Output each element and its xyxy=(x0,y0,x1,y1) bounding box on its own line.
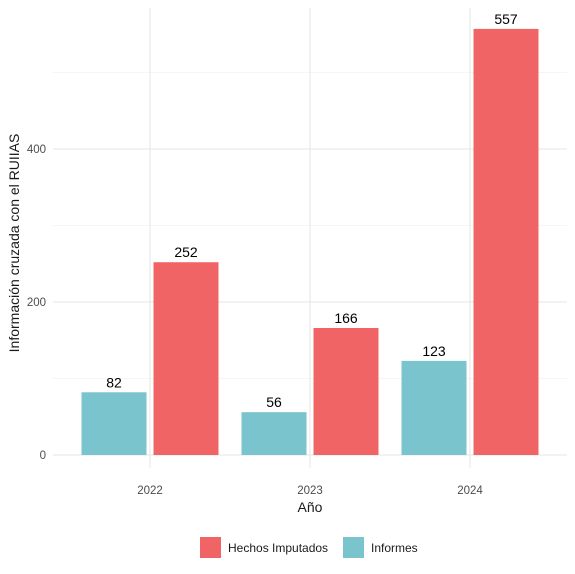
legend-label: Hechos Imputados xyxy=(228,541,328,555)
y-tick-label: 0 xyxy=(40,450,46,462)
data-label: 56 xyxy=(266,394,282,410)
legend-label: Informes xyxy=(371,541,418,555)
legend: Hechos Imputados Informes xyxy=(200,537,418,558)
bars xyxy=(81,28,539,456)
legend-swatch xyxy=(343,537,364,558)
legend-swatch xyxy=(200,537,221,558)
bar-hechos-imputados-2024 xyxy=(473,28,539,456)
x-axis-title: Año xyxy=(298,499,323,515)
bar-informes-2022 xyxy=(81,392,147,455)
bar-hechos-imputados-2023 xyxy=(313,328,379,455)
y-tick-label: 400 xyxy=(27,144,46,156)
bar-hechos-imputados-2022 xyxy=(153,262,219,455)
x-tick-label: 2022 xyxy=(137,485,163,497)
x-tick-label: 2023 xyxy=(297,485,323,497)
y-axis-title: Información cruzada con el RUIIAS xyxy=(6,134,22,353)
data-label: 166 xyxy=(334,310,358,326)
x-axis-ticks: 2022 2023 2024 xyxy=(137,485,483,497)
bar-informes-2023 xyxy=(241,412,307,455)
data-labels: 82 56 123 252 166 557 xyxy=(106,11,518,410)
y-axis-ticks: 0 200 400 xyxy=(27,144,46,462)
data-label: 557 xyxy=(494,11,518,27)
y-tick-label: 200 xyxy=(27,297,46,309)
data-label: 82 xyxy=(106,374,122,390)
data-label: 123 xyxy=(422,343,446,359)
data-label: 252 xyxy=(174,244,198,260)
bar-informes-2024 xyxy=(401,360,467,455)
x-tick-label: 2024 xyxy=(457,485,483,497)
